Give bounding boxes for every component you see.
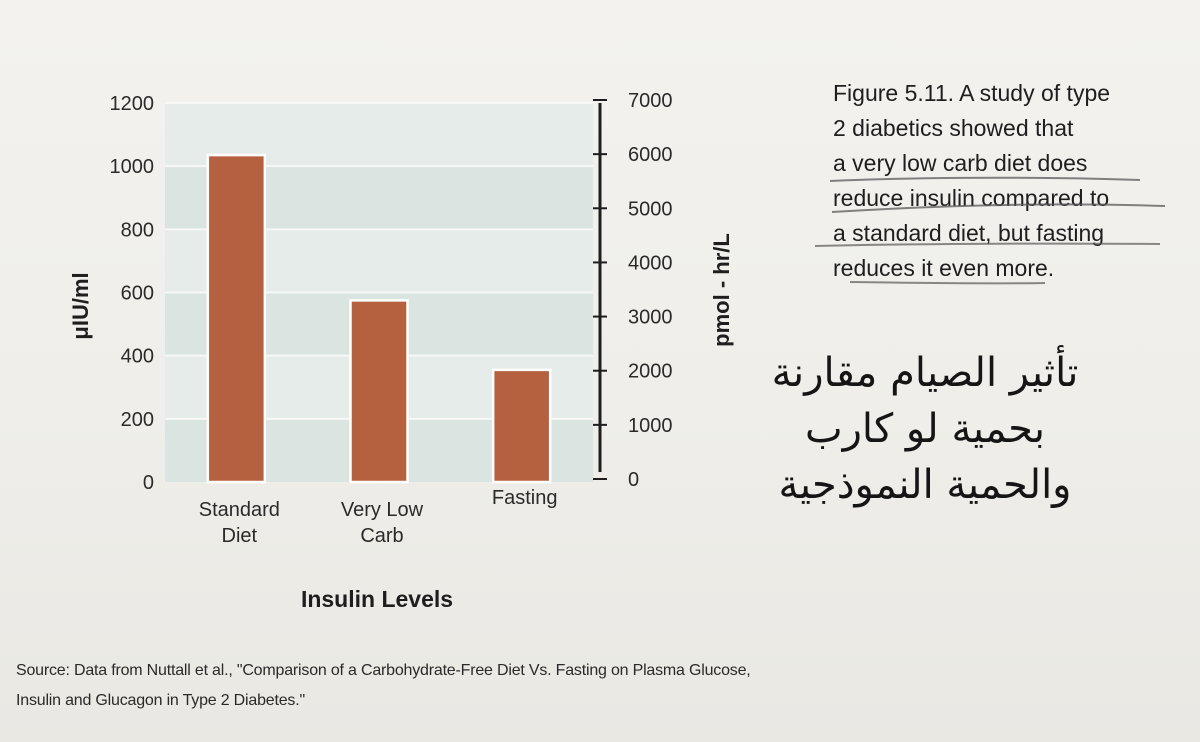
source-citation: Source: Data from Nuttall et al., "Compa… <box>16 656 776 716</box>
right-y-tick-label: 4000 <box>628 252 673 274</box>
caption-line: a standard diet, but fasting <box>833 220 1105 246</box>
bars <box>206 153 552 484</box>
arabic-note-line: تأثير الصيام مقارنة <box>771 350 1079 396</box>
source-line: Insulin and Glucagon in Type 2 Diabetes.… <box>16 692 305 709</box>
caption-line: Figure 5.11. A study of type <box>833 80 1111 106</box>
left-y-tick-label: 1200 <box>110 93 155 115</box>
chart-title-insulin-levels: Insulin Levels <box>301 586 453 612</box>
category-label-line: Standard <box>199 499 280 521</box>
caption-line: reduce insulin compared to <box>833 185 1110 211</box>
right-y-tick-label: 3000 <box>628 307 673 329</box>
right-y-tick-label: 6000 <box>628 144 673 166</box>
right-y-tick-label: 5000 <box>628 198 673 220</box>
x-category-labels: Standard Diet Very Low Carb Fasting <box>199 487 558 547</box>
bar-standard-diet <box>206 153 267 484</box>
caption-line: 2 diabetics showed that <box>833 115 1074 141</box>
right-y-tick-label: 2000 <box>628 361 673 383</box>
caption-line: a very low carb diet does <box>833 150 1088 176</box>
category-label-line: Fasting <box>492 487 558 509</box>
category-label: Fasting <box>492 487 558 509</box>
left-y-tick-label: 400 <box>121 346 154 368</box>
left-y-tick-label: 0 <box>143 472 154 494</box>
left-y-tick-label: 800 <box>121 219 154 241</box>
category-label-line: Very Low <box>341 499 424 521</box>
right-y-tick-label: 7000 <box>628 90 673 112</box>
arabic-handwritten-note: تأثير الصيام مقارنة بحمية لو كارب والحمية … <box>740 345 1110 513</box>
source-line: Source: Data from Nuttall et al., "Compa… <box>16 662 751 679</box>
arabic-note-line: والحمية النموذجية <box>778 462 1072 508</box>
left-y-tick-label: 200 <box>121 409 154 431</box>
left-y-tick-label: 1000 <box>110 156 155 178</box>
bar-very-low-carb <box>349 299 409 484</box>
category-label: Very Low Carb <box>341 499 424 547</box>
category-label-line: Diet <box>222 525 258 547</box>
right-y-tick-label: 1000 <box>628 415 673 437</box>
left-y-tick-label: 600 <box>121 283 154 305</box>
left-y-axis-title: μIU/ml <box>68 272 93 339</box>
figure-caption: Figure 5.11. A study of type 2 diabetics … <box>833 76 1173 286</box>
category-label: Standard Diet <box>199 499 280 547</box>
insulin-bar-chart: 0 1000 2000 3000 4000 5000 6000 7000 0 200 400 600… <box>68 90 734 612</box>
category-label-line: Carb <box>360 525 403 547</box>
right-y-axis-ticks: 0 1000 2000 3000 4000 5000 6000 7000 <box>593 90 673 491</box>
bar-fasting <box>491 368 552 484</box>
right-y-tick-label: 0 <box>628 469 639 491</box>
left-y-axis-ticks: 0 200 400 600 800 1000 1200 <box>110 93 155 494</box>
right-y-axis-title: pmol - hr/L <box>709 233 734 347</box>
caption-line: reduces it even more. <box>833 255 1055 281</box>
arabic-note-line: بحمية لو كارب <box>804 406 1046 452</box>
